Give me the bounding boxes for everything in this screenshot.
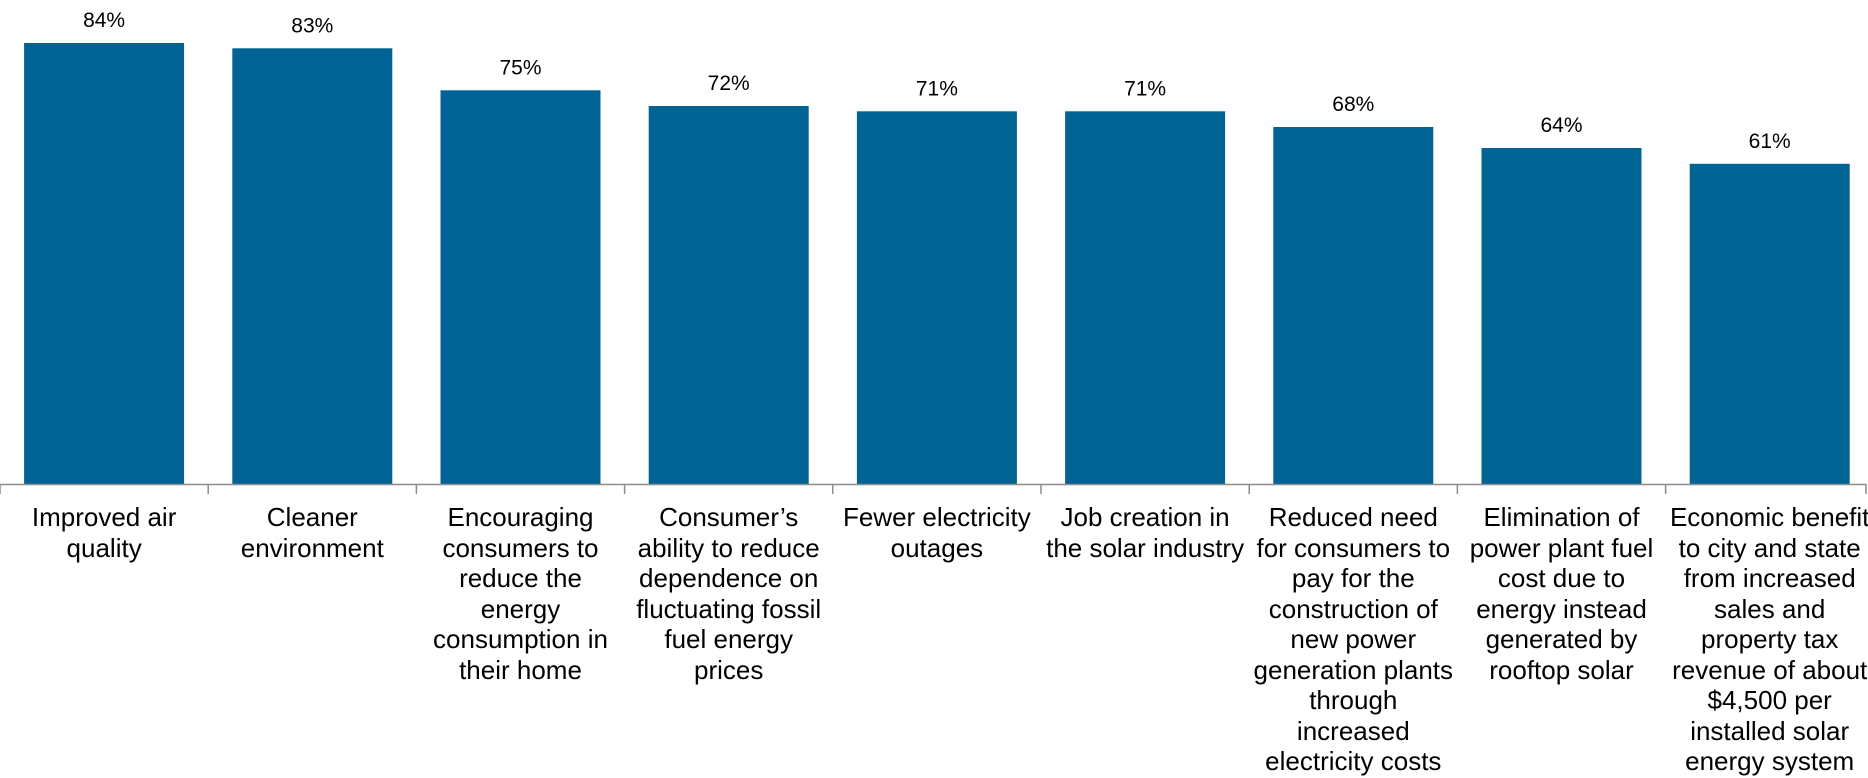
- category-label: Economic benefit to city and state from …: [1669, 502, 1868, 776]
- value-label: 84%: [83, 9, 125, 32]
- bar-9: [1689, 163, 1850, 485]
- bar-6: [1065, 111, 1226, 485]
- category-label: Job creation in the solar industry: [1046, 502, 1245, 563]
- bar-8: [1481, 148, 1642, 484]
- value-labels-group: 84% 83% 75% 72% 71% 71% 68% 64% 61%: [83, 9, 1791, 153]
- value-label: 83%: [291, 14, 333, 37]
- value-label: 71%: [916, 77, 958, 100]
- category-label: Encouraging consumers to reduce the ener…: [433, 502, 608, 685]
- category-label: Consumer’s ability to reduce dependence …: [636, 502, 822, 685]
- value-label: 64%: [1540, 114, 1582, 137]
- value-label: 61%: [1749, 130, 1791, 153]
- bar-7: [1273, 127, 1434, 484]
- value-label: 71%: [1124, 77, 1166, 100]
- x-axis: [0, 483, 1867, 494]
- bars-group: [24, 43, 1850, 485]
- category-label: Reduced need for consumers to pay for th…: [1253, 502, 1454, 776]
- bar-3: [440, 90, 601, 485]
- bar-4: [648, 106, 809, 484]
- bar-2: [232, 48, 393, 485]
- value-label: 72%: [708, 72, 750, 95]
- category-label: Elimination of power plant fuel cost due…: [1469, 502, 1654, 685]
- category-label: Cleaner environment: [240, 502, 384, 563]
- bar-1: [24, 43, 185, 484]
- category-label: Fewer electricity outages: [842, 502, 1031, 563]
- value-label: 68%: [1332, 93, 1374, 116]
- bar-5: [856, 111, 1017, 485]
- category-label: Improved air quality: [31, 502, 177, 563]
- value-label: 75%: [499, 56, 541, 79]
